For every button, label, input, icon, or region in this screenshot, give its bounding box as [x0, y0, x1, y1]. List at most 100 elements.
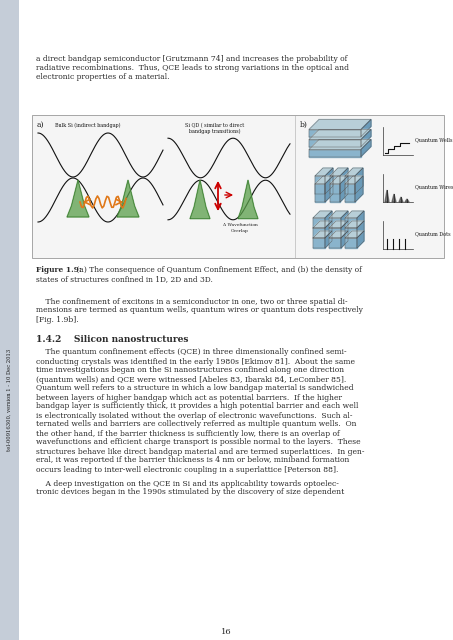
- Text: occurs leading to inter-well electronic coupling in a superlattice [Peterson 88]: occurs leading to inter-well electronic …: [36, 465, 338, 474]
- Text: Quantum Wires: Quantum Wires: [415, 184, 453, 189]
- Polygon shape: [309, 140, 361, 147]
- Polygon shape: [345, 176, 363, 184]
- Polygon shape: [357, 211, 364, 228]
- Polygon shape: [385, 190, 389, 202]
- Polygon shape: [313, 231, 332, 238]
- Text: Figure 1.9:: Figure 1.9:: [36, 266, 82, 274]
- Polygon shape: [399, 197, 403, 202]
- Text: [Fig. 1.9b].: [Fig. 1.9b].: [36, 316, 79, 323]
- Text: a direct bandgap semiconductor [Grutzmann 74] and increases the probability of: a direct bandgap semiconductor [Grutzman…: [36, 55, 347, 63]
- Polygon shape: [238, 180, 258, 219]
- Polygon shape: [309, 140, 371, 150]
- Polygon shape: [330, 176, 348, 184]
- Polygon shape: [361, 120, 371, 136]
- Polygon shape: [313, 238, 325, 248]
- Polygon shape: [325, 231, 332, 248]
- Text: electronic properties of a material.: electronic properties of a material.: [36, 73, 169, 81]
- Text: radiative recombinations.  Thus, QCE leads to strong variations in the optical a: radiative recombinations. Thus, QCE lead…: [36, 64, 349, 72]
- Polygon shape: [361, 140, 371, 157]
- Polygon shape: [355, 176, 363, 202]
- Text: Δ Wavefunction: Δ Wavefunction: [222, 223, 257, 227]
- Polygon shape: [315, 184, 325, 202]
- Polygon shape: [357, 231, 364, 248]
- Polygon shape: [341, 231, 348, 248]
- Text: eral, it was reported if the barrier thickness is 4 nm or below, miniband format: eral, it was reported if the barrier thi…: [36, 456, 349, 465]
- Polygon shape: [329, 228, 341, 238]
- Polygon shape: [357, 221, 364, 238]
- Text: The confinement of excitons in a semiconductor in one, two or three spatial di-: The confinement of excitons in a semicon…: [36, 298, 347, 305]
- Polygon shape: [315, 176, 325, 194]
- Text: is electronically isolated without the overlap of electronic wavefunctions.  Suc: is electronically isolated without the o…: [36, 412, 352, 419]
- Polygon shape: [341, 211, 348, 228]
- Polygon shape: [345, 176, 355, 194]
- Text: the other hand, if the barrier thickness is sufficiently low, there is an overla: the other hand, if the barrier thickness…: [36, 429, 340, 438]
- Polygon shape: [345, 184, 355, 202]
- Text: between layers of higher bandgap which act as potential barriers.  If the higher: between layers of higher bandgap which a…: [36, 394, 342, 401]
- Polygon shape: [340, 176, 348, 202]
- Polygon shape: [361, 129, 371, 147]
- Polygon shape: [190, 180, 210, 219]
- Text: mensions are termed as quantum wells, quantum wires or quantum dots respectively: mensions are termed as quantum wells, qu…: [36, 307, 363, 314]
- Polygon shape: [325, 211, 332, 228]
- Text: Quantum Dots: Quantum Dots: [415, 231, 451, 236]
- Polygon shape: [345, 168, 363, 176]
- Text: Si QD ( similar to direct: Si QD ( similar to direct: [185, 123, 245, 128]
- Text: tronic devices began in the 1990s stimulated by the discovery of size dependent: tronic devices began in the 1990s stimul…: [36, 488, 344, 497]
- Polygon shape: [315, 168, 333, 176]
- Polygon shape: [315, 176, 333, 184]
- Text: conducting crystals was identified in the early 1980s [Ekimov 81].  About the sa: conducting crystals was identified in th…: [36, 358, 355, 365]
- Polygon shape: [309, 129, 361, 136]
- Bar: [32, 115, 444, 258]
- Polygon shape: [309, 150, 361, 157]
- Text: Quantum Wells: Quantum Wells: [415, 137, 453, 142]
- Polygon shape: [309, 129, 371, 140]
- Polygon shape: [313, 218, 325, 228]
- Text: bandgap transitions): bandgap transitions): [189, 129, 241, 134]
- Text: The quantum confinement effects (QCE) in three dimensionally confined semi-: The quantum confinement effects (QCE) in…: [36, 349, 347, 356]
- Polygon shape: [330, 176, 340, 194]
- Polygon shape: [313, 211, 332, 218]
- Polygon shape: [405, 199, 409, 202]
- Text: 1.4.2    Silicon nanostructures: 1.4.2 Silicon nanostructures: [36, 335, 188, 344]
- Polygon shape: [345, 211, 364, 218]
- Polygon shape: [329, 218, 341, 228]
- Text: 16: 16: [221, 628, 231, 636]
- Text: ternated wells and barriers are collectively referred as multiple quantum wells.: ternated wells and barriers are collecti…: [36, 420, 357, 429]
- Polygon shape: [341, 221, 348, 238]
- Polygon shape: [355, 168, 363, 194]
- Text: A deep investigation on the QCE in Si and its applicability towards optoelec-: A deep investigation on the QCE in Si an…: [36, 479, 339, 488]
- Polygon shape: [329, 221, 348, 228]
- Polygon shape: [330, 168, 348, 176]
- Polygon shape: [325, 168, 333, 194]
- Text: (a) The consequence of Quantum Confinement Effect, and (b) the density of: (a) The consequence of Quantum Confineme…: [74, 266, 362, 274]
- Text: time investigations began on the Si nanostructures confined along one direction: time investigations began on the Si nano…: [36, 367, 344, 374]
- Polygon shape: [329, 211, 348, 218]
- Polygon shape: [117, 180, 139, 217]
- Polygon shape: [329, 231, 348, 238]
- Bar: [0, 0, 19, 640]
- Text: bandgap layer is sufficiently thick, it provides a high potential barrier and ea: bandgap layer is sufficiently thick, it …: [36, 403, 358, 410]
- Text: (quantum wells) and QCE were witnessed [Abeles 83, Ibaraki 84, LeComber 85].: (quantum wells) and QCE were witnessed […: [36, 376, 346, 383]
- Polygon shape: [345, 231, 364, 238]
- Text: tel-00916300, version 1 - 10 Dec 2013: tel-00916300, version 1 - 10 Dec 2013: [6, 349, 11, 451]
- Polygon shape: [313, 228, 325, 238]
- Polygon shape: [313, 221, 332, 228]
- Polygon shape: [345, 238, 357, 248]
- Polygon shape: [345, 221, 364, 228]
- Text: b): b): [300, 121, 308, 129]
- Text: states of structures confined in 1D, 2D and 3D.: states of structures confined in 1D, 2D …: [36, 275, 213, 283]
- Text: Bulk Si (indirect bandgap): Bulk Si (indirect bandgap): [55, 123, 121, 128]
- Text: Overlap: Overlap: [231, 229, 249, 233]
- Text: Quantum well refers to a structure in which a low bandgap material is sandwiched: Quantum well refers to a structure in wh…: [36, 385, 354, 392]
- Polygon shape: [325, 221, 332, 238]
- Polygon shape: [67, 180, 89, 217]
- Polygon shape: [329, 238, 341, 248]
- Polygon shape: [330, 184, 340, 202]
- Polygon shape: [309, 120, 371, 129]
- Text: structures behave like direct bandgap material and are termed superlattices.  In: structures behave like direct bandgap ma…: [36, 447, 365, 456]
- Polygon shape: [325, 176, 333, 202]
- Text: a): a): [37, 121, 44, 129]
- Polygon shape: [340, 168, 348, 194]
- Polygon shape: [345, 228, 357, 238]
- Polygon shape: [392, 194, 396, 202]
